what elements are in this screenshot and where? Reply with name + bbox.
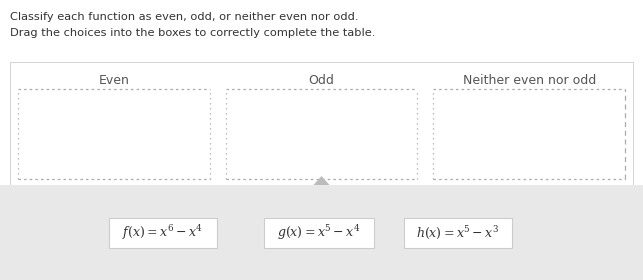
Text: $f(x) = x^6 - x^4$: $f(x) = x^6 - x^4$ [122,223,204,242]
Text: Odd: Odd [309,74,334,87]
Bar [10,62,633,185]
Text: $g(x) = x^5 - x^4$: $g(x) = x^5 - x^4$ [277,223,361,242]
Bar [404,218,512,248]
Bar [264,218,374,248]
Polygon shape [314,176,329,185]
Text: $h(x) = x^5 - x^3$: $h(x) = x^5 - x^3$ [416,225,500,241]
Text: Classify each function as even, odd, or neither even nor odd.: Classify each function as even, odd, or … [10,12,359,22]
Text: Even: Even [98,74,129,87]
Text: Neither even nor odd: Neither even nor odd [462,74,596,87]
Text: Drag the choices into the boxes to correctly complete the table.: Drag the choices into the boxes to corre… [10,28,376,38]
Bar [109,218,217,248]
Bar [0,185,643,280]
